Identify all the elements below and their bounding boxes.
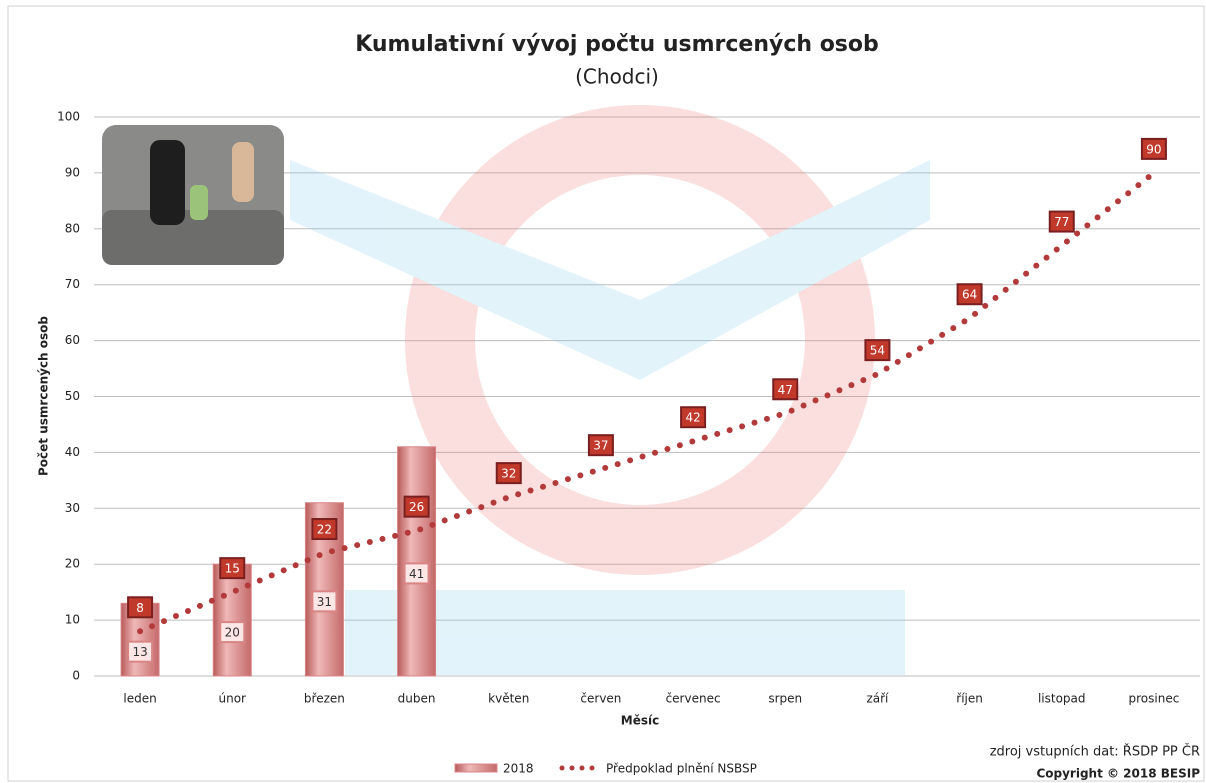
y-tick-label: 90: [65, 165, 80, 179]
data-label: 22: [312, 519, 336, 539]
data-label-text: 64: [962, 288, 977, 302]
data-label-text: 47: [778, 383, 793, 397]
data-label: 15: [220, 558, 244, 578]
x-axis-label: Měsíc: [621, 714, 659, 728]
data-label-text: 32: [501, 467, 516, 481]
data-label-text: 41: [409, 567, 424, 581]
data-label-text: 26: [409, 500, 424, 514]
x-tick-label: duben: [398, 692, 436, 706]
data-label-text: 13: [132, 645, 147, 659]
data-label: 64: [958, 284, 982, 304]
legend-swatch: [455, 764, 497, 772]
y-tick-label: 50: [65, 389, 80, 403]
legend-label: Předpoklad plnění NSBSP: [606, 762, 757, 776]
data-label: 8: [128, 597, 152, 617]
data-label-text: 37: [593, 439, 608, 453]
chart: Kumulativní vývoj počtu usmrcených osob …: [0, 0, 1206, 783]
y-tick-label: 10: [65, 613, 80, 627]
data-label: 42: [681, 407, 705, 427]
data-label: 32: [497, 463, 521, 483]
bar: [398, 447, 436, 676]
photo-person: [150, 140, 185, 225]
x-tick-label: prosinec: [1129, 692, 1180, 706]
y-axis-label: Počet usmrcených osob: [37, 316, 51, 476]
data-label: 26: [405, 497, 429, 517]
x-tick-label: listopad: [1038, 692, 1086, 706]
page: Kumulativní vývoj počtu usmrcených osob …: [0, 0, 1206, 783]
legend-label: 2018: [503, 762, 534, 776]
y-tick-label: 40: [65, 445, 80, 459]
bar: [213, 564, 251, 676]
photo-child: [190, 185, 208, 220]
x-tick-label: říjen: [956, 692, 983, 706]
data-label: 54: [865, 340, 889, 360]
y-tick-label: 70: [65, 277, 80, 291]
x-tick-label: březen: [304, 692, 345, 706]
x-tick-label: únor: [219, 692, 247, 706]
data-label-text: 22: [317, 523, 332, 537]
y-tick-label: 0: [72, 669, 80, 683]
x-tick-label: květen: [488, 692, 529, 706]
data-label: 41: [405, 563, 429, 583]
data-label-text: 31: [317, 595, 332, 609]
data-label-text: 15: [225, 562, 240, 576]
copyright: Copyright © 2018 BESIP: [1036, 767, 1200, 781]
data-label: 20: [220, 622, 244, 642]
x-tick-label: srpen: [768, 692, 802, 706]
data-label-text: 42: [685, 411, 700, 425]
x-tick-label: září: [866, 692, 889, 706]
data-label: 47: [773, 379, 797, 399]
data-label: 31: [312, 591, 336, 611]
data-label-text: 20: [225, 626, 240, 640]
source-note: zdroj vstupních dat: ŘSDP PP ČR: [990, 744, 1200, 760]
photo-person: [232, 142, 254, 202]
photo: [102, 125, 284, 265]
data-label: 13: [128, 642, 152, 662]
chart-subtitle: (Chodci): [575, 65, 659, 89]
y-tick-label: 60: [65, 333, 80, 347]
data-label: 37: [589, 435, 613, 455]
chart-title: Kumulativní vývoj počtu usmrcených osob: [355, 32, 879, 57]
data-label-text: 77: [1054, 215, 1069, 229]
y-tick-label: 80: [65, 221, 80, 235]
x-tick-label: červenec: [666, 692, 721, 706]
x-tick-label: červen: [580, 692, 621, 706]
data-label-text: 54: [870, 344, 885, 358]
y-tick-label: 100: [57, 110, 80, 124]
y-tick-label: 20: [65, 557, 80, 571]
data-label-text: 90: [1146, 142, 1161, 156]
data-label-text: 8: [136, 601, 144, 615]
y-tick-label: 30: [65, 501, 80, 515]
data-label: 77: [1050, 212, 1074, 232]
data-label: 90: [1142, 139, 1166, 159]
x-tick-label: leden: [123, 692, 156, 706]
